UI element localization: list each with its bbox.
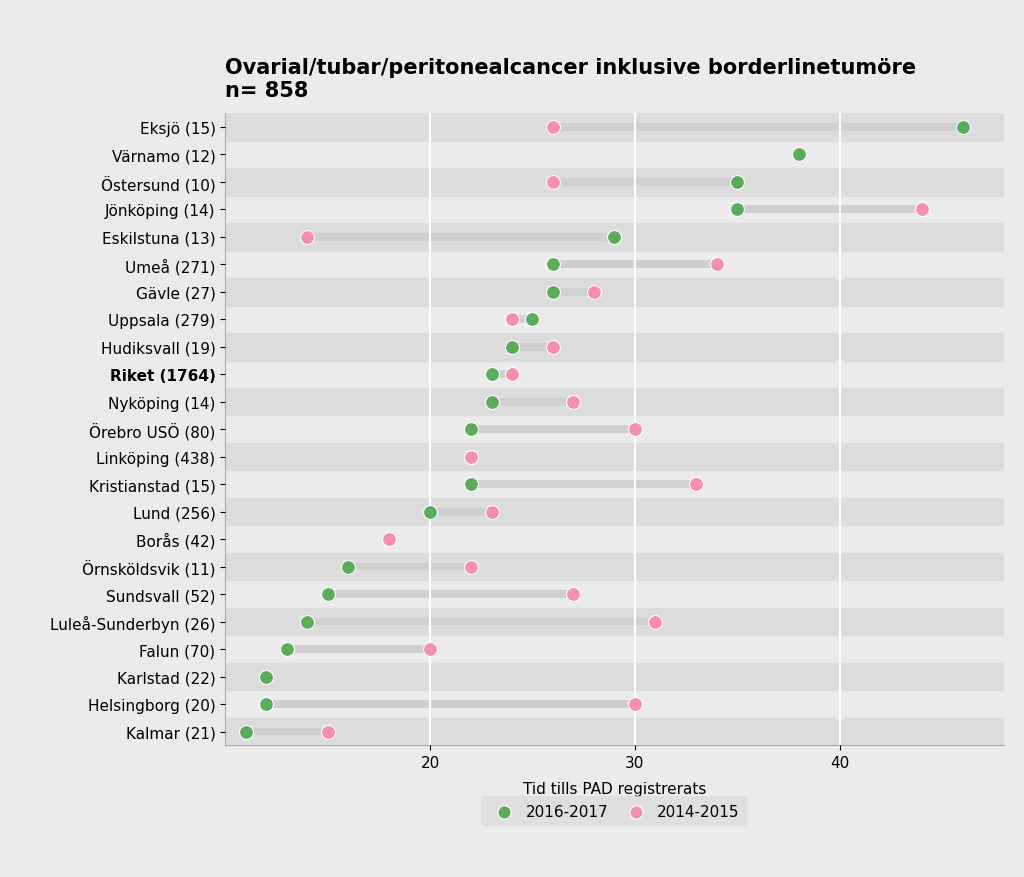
Bar (471, 481, 696, 488)
Point (688, 478, 705, 492)
Bar (348, 563, 471, 571)
Point (340, 560, 356, 574)
Bar (225, 444, 1004, 471)
X-axis label: Tid tills PAD registrerats: Tid tills PAD registrerats (522, 781, 707, 796)
Point (565, 396, 582, 410)
Bar (737, 206, 922, 214)
Bar (225, 279, 1004, 306)
Point (729, 203, 745, 217)
Bar (307, 618, 655, 626)
Bar (430, 509, 492, 516)
Point (258, 670, 274, 684)
Point (709, 258, 725, 272)
Point (299, 615, 315, 629)
Point (545, 285, 561, 299)
Point (381, 532, 397, 546)
Point (913, 203, 930, 217)
Text: Ovarial/tubar/peritonealcancer inklusive borderlinetumöre
n= 858: Ovarial/tubar/peritonealcancer inklusive… (225, 58, 916, 102)
Point (279, 642, 295, 656)
Point (463, 450, 479, 464)
Point (954, 121, 971, 135)
Point (238, 724, 254, 738)
Bar (492, 371, 512, 379)
Bar (225, 389, 1004, 416)
Bar (471, 426, 635, 433)
Point (463, 450, 479, 464)
Bar (225, 608, 1004, 636)
Point (483, 367, 500, 381)
Point (483, 396, 500, 410)
Point (545, 340, 561, 354)
Bar (225, 333, 1004, 361)
Bar (328, 590, 573, 598)
Point (606, 231, 623, 245)
Point (545, 175, 561, 189)
Point (627, 697, 643, 711)
Bar (492, 398, 573, 406)
Point (565, 588, 582, 602)
Bar (225, 663, 1004, 690)
Point (319, 588, 336, 602)
Bar (246, 728, 328, 736)
Bar (553, 289, 594, 296)
Bar (225, 114, 1004, 141)
Point (729, 175, 745, 189)
Legend: 2016-2017, 2014-2015: 2016-2017, 2014-2015 (481, 796, 748, 826)
Point (504, 340, 520, 354)
Point (647, 615, 664, 629)
Bar (512, 344, 553, 351)
Point (463, 423, 479, 437)
Point (463, 560, 479, 574)
Bar (553, 261, 717, 269)
Bar (512, 316, 532, 324)
Bar (266, 701, 635, 708)
Point (791, 148, 807, 162)
Point (299, 231, 315, 245)
Point (504, 367, 520, 381)
Point (524, 313, 541, 327)
Point (463, 478, 479, 492)
Point (381, 532, 397, 546)
Bar (225, 224, 1004, 252)
Point (545, 121, 561, 135)
Bar (307, 233, 614, 241)
Bar (287, 645, 430, 653)
Point (422, 642, 438, 656)
Bar (553, 124, 963, 132)
Point (319, 724, 336, 738)
Point (545, 258, 561, 272)
Bar (225, 553, 1004, 581)
Bar (225, 169, 1004, 196)
Point (483, 505, 500, 519)
Point (586, 285, 602, 299)
Point (258, 697, 274, 711)
Bar (553, 179, 737, 187)
Point (627, 423, 643, 437)
Point (422, 505, 438, 519)
Bar (225, 498, 1004, 526)
Bar (225, 718, 1004, 745)
Point (504, 313, 520, 327)
